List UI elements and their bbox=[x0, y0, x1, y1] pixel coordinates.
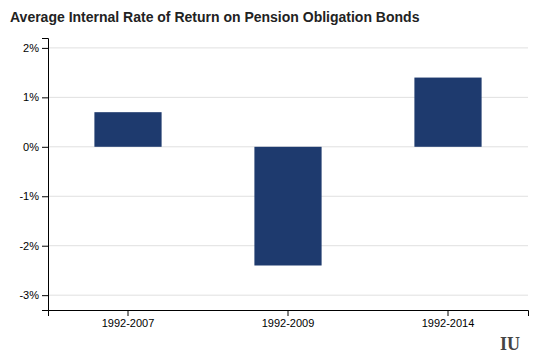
y-tick: -3% bbox=[19, 289, 48, 301]
y-tick-label: 2% bbox=[23, 42, 39, 54]
y-tick: -1% bbox=[19, 190, 48, 202]
title: Average Internal Rate of Return on Pensi… bbox=[10, 9, 420, 25]
y-tick-label: 0% bbox=[23, 141, 39, 153]
y-axis-line bbox=[42, 39, 49, 311]
x-tick: 1992-2014 bbox=[422, 310, 475, 329]
y-axis: -3% -2% -1% 0% 1% 2% bbox=[19, 39, 48, 311]
x-tick-mark bbox=[288, 310, 289, 316]
x-axis-line bbox=[49, 311, 529, 317]
chart: Average Internal Rate of Return on Pensi… bbox=[0, 0, 550, 358]
plot: -3%-2%-1%0%1%2%1992-20071992-20091992-20… bbox=[19, 39, 528, 329]
y-tick: -2% bbox=[19, 240, 48, 252]
grid-line bbox=[48, 47, 528, 48]
x-tick-mark bbox=[448, 310, 449, 316]
grid-line bbox=[48, 295, 528, 296]
y-tick-mark bbox=[42, 48, 48, 49]
x-tick: 1992-2009 bbox=[262, 310, 315, 329]
x-tick-mark bbox=[128, 310, 129, 316]
x-tick-label: 1992-2009 bbox=[262, 317, 315, 329]
x-tick-label: 1992-2007 bbox=[102, 317, 155, 329]
x-tick-label: 1992-2014 bbox=[422, 317, 475, 329]
y-tick-mark bbox=[42, 97, 48, 98]
y-tick-mark bbox=[42, 246, 48, 247]
y-tick: 1% bbox=[23, 91, 48, 103]
y-tick-mark bbox=[42, 147, 48, 148]
bar bbox=[414, 78, 481, 147]
bar bbox=[254, 147, 321, 266]
annotation: IU bbox=[500, 334, 520, 354]
y-tick-label: -3% bbox=[19, 289, 39, 301]
y-tick: 2% bbox=[23, 42, 48, 54]
grid bbox=[48, 48, 528, 295]
y-tick-label: 1% bbox=[23, 91, 39, 103]
x-tick: 1992-2007 bbox=[102, 310, 155, 329]
y-tick-mark bbox=[42, 196, 48, 197]
y-tick-mark bbox=[42, 295, 48, 296]
x-axis: 1992-2007 1992-2009 1992-2014 bbox=[49, 310, 529, 329]
y-tick-label: -2% bbox=[19, 240, 39, 252]
bars bbox=[94, 78, 481, 266]
bar bbox=[94, 112, 161, 147]
y-tick-label: -1% bbox=[19, 190, 39, 202]
y-tick: 0% bbox=[23, 141, 48, 153]
